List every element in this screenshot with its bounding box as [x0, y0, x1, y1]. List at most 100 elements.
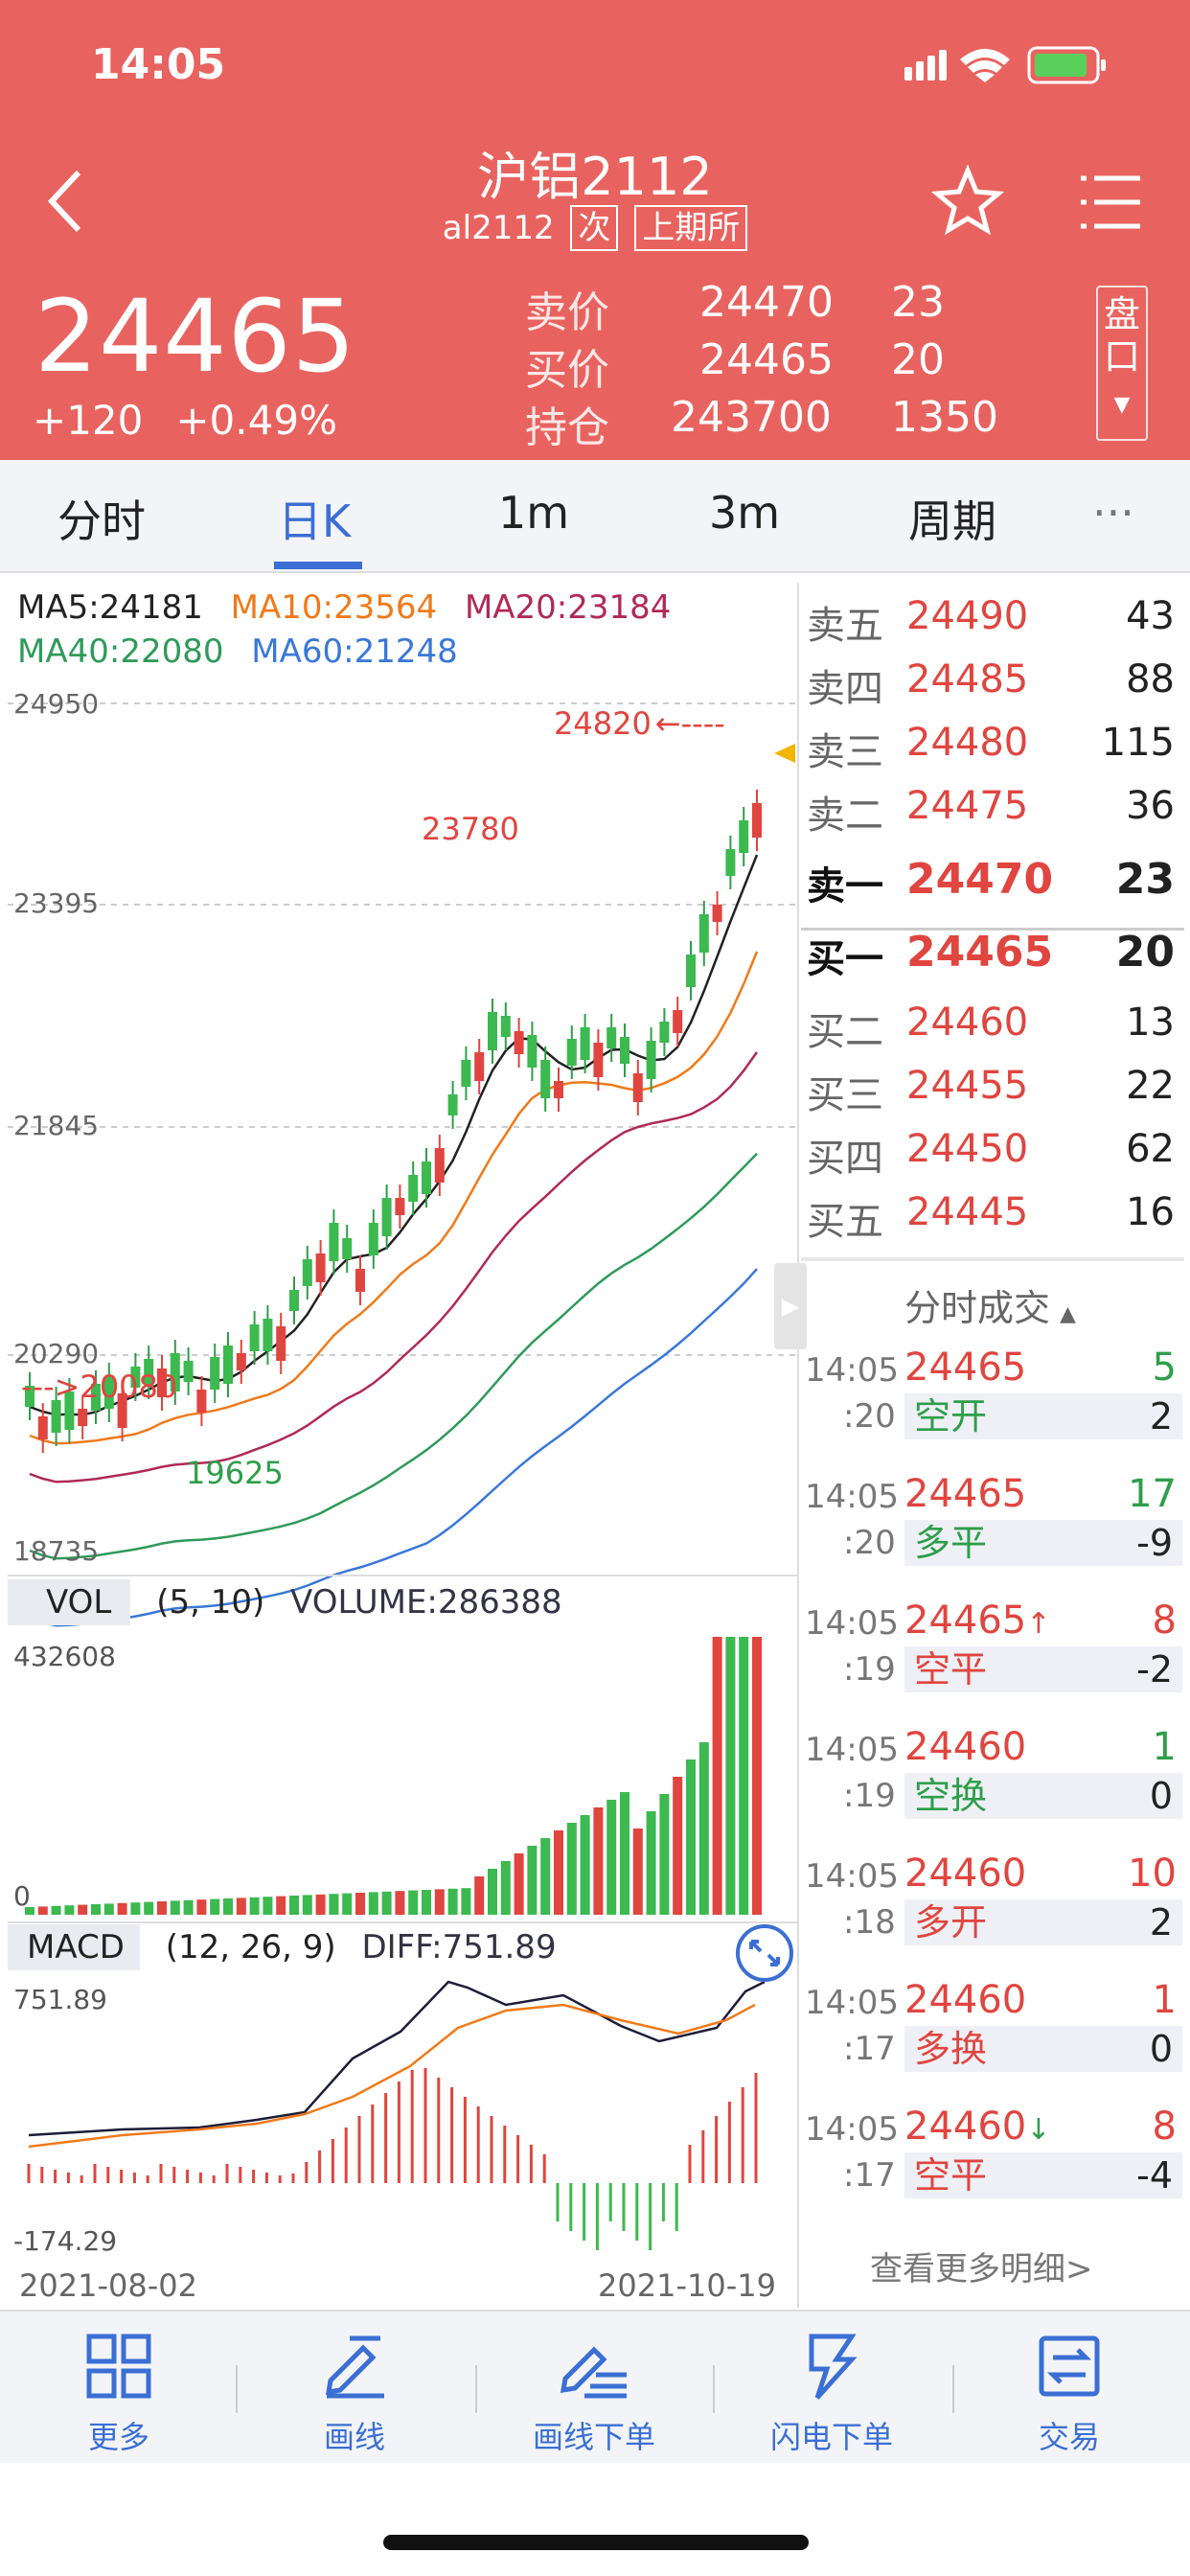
- order-book-row[interactable]: 卖一 24470 23: [801, 855, 1184, 918]
- tag-exchange: 上期所: [634, 205, 748, 251]
- volume-bar: [434, 1889, 445, 1915]
- kline-chart[interactable]: [8, 583, 799, 2308]
- ob-price: 24445: [906, 1190, 1029, 1234]
- order-book-row[interactable]: 卖四 24485 88: [801, 657, 1184, 721]
- oi-label: 持仓: [525, 403, 609, 452]
- candle: [130, 1367, 141, 1388]
- volume-bar: [580, 1815, 590, 1915]
- candle: [263, 1319, 273, 1351]
- triangle-up-icon: ▲: [1060, 1302, 1076, 1326]
- menu-icon[interactable]: [1079, 171, 1142, 234]
- tape-time-sec: :19: [843, 1650, 896, 1689]
- pen-order-icon: [560, 2346, 627, 2399]
- ma10-label: MA10:23564: [230, 588, 438, 627]
- nav-trade[interactable]: 交易: [993, 2333, 1146, 2457]
- tape-volume: 10: [1128, 1852, 1177, 1896]
- ob-level: 买二: [807, 1010, 883, 1054]
- vol-params: (5, 10): [156, 1583, 265, 1622]
- tape-price: 24460↓: [904, 2104, 1051, 2149]
- nav-separator: [952, 2365, 954, 2413]
- candle: [236, 1353, 246, 1370]
- bid-vol: 20: [891, 335, 945, 384]
- vol-indicator-select[interactable]: VOL: [8, 1579, 131, 1625]
- tape-time-sec: :17: [843, 2156, 896, 2195]
- tab-3m[interactable]: 3m: [709, 487, 781, 539]
- candle: [37, 1416, 48, 1439]
- nav-more[interactable]: 更多: [42, 2333, 195, 2457]
- ob-level: 买一: [807, 937, 883, 981]
- candle: [752, 803, 762, 838]
- contract-code: al2112: [442, 209, 555, 247]
- tape-title[interactable]: 分时成交 ▲: [904, 1278, 1076, 1331]
- volume-bar: [368, 1892, 378, 1915]
- candle: [25, 1386, 34, 1407]
- volume-bar: [103, 1903, 114, 1915]
- nav-trade-label: 交易: [1038, 2419, 1100, 2455]
- volume-bar: [37, 1906, 48, 1915]
- nav-draw-order[interactable]: 画线下单: [517, 2333, 671, 2457]
- candle: [157, 1368, 167, 1397]
- tape-price: 24465↑: [904, 1598, 1051, 1643]
- nav-separator: [475, 2365, 477, 2413]
- fullscreen-icon[interactable]: [734, 1922, 795, 1984]
- chart-area[interactable]: MA5:24181 MA10:23564 MA20:23184 MA40:220…: [8, 583, 807, 2308]
- vol-value: VOLUME:286388: [290, 1583, 562, 1622]
- volume-bar: [686, 1760, 696, 1915]
- ma60-label: MA60:21248: [251, 632, 458, 671]
- ob-price: 24450: [906, 1127, 1029, 1171]
- order-book-row[interactable]: 买四 24450 62: [801, 1127, 1184, 1190]
- period-tabs: 分时 日K 1m 3m 周期 ···: [0, 460, 1190, 573]
- more-detail-link[interactable]: 查看更多明细>: [870, 2250, 1093, 2288]
- ask-label: 卖价: [525, 288, 609, 337]
- volume-bar: [263, 1897, 273, 1915]
- volume-bar: [698, 1742, 709, 1915]
- candle: [422, 1162, 431, 1194]
- macd-line: [28, 2003, 756, 2149]
- candle: [447, 1094, 458, 1116]
- tape-time-sec: :19: [843, 1777, 896, 1815]
- nav-draw[interactable]: 画线: [278, 2333, 431, 2457]
- ob-mid-divider: [801, 928, 1184, 931]
- trade-icon: [1039, 2335, 1100, 2397]
- tab-intraday[interactable]: 分时: [57, 495, 146, 547]
- ob-volume: 13: [1126, 1000, 1175, 1045]
- volume-bar: [276, 1896, 286, 1915]
- tab-more[interactable]: ···: [1092, 487, 1134, 539]
- expand-handle[interactable]: ▶: [774, 1263, 807, 1349]
- star-icon[interactable]: [931, 165, 1004, 238]
- tape-type: 空平 -4: [904, 2152, 1182, 2198]
- tab-1m[interactable]: 1m: [498, 487, 570, 539]
- ask-vol: 23: [891, 278, 945, 327]
- ob-price: 24485: [906, 657, 1029, 702]
- macd-line: [28, 1980, 766, 2137]
- order-book-row[interactable]: 买一 24465 20: [801, 928, 1184, 991]
- back-icon[interactable]: [38, 163, 96, 240]
- order-book-row[interactable]: 买三 24455 22: [801, 1064, 1184, 1127]
- tab-period[interactable]: 周期: [908, 495, 996, 547]
- annotation-high: 23780: [422, 811, 519, 847]
- order-book-row[interactable]: 卖二 24475 36: [801, 784, 1184, 847]
- candle: [620, 1037, 629, 1064]
- contract-subtitle: al2112 次 上期所: [0, 205, 1190, 251]
- volume-bar: [447, 1888, 458, 1915]
- ma5-label: MA5:24181: [17, 588, 203, 627]
- tab-daily-k[interactable]: 日K: [278, 495, 352, 547]
- order-book-row[interactable]: 卖三 24480 115: [801, 721, 1184, 784]
- pankou-label: 盘口: [1103, 293, 1140, 378]
- order-book-row[interactable]: 卖五 24490 43: [801, 594, 1184, 657]
- change-abs: +120: [33, 397, 144, 444]
- axis-price-1: 24950: [13, 688, 100, 720]
- macd-indicator-select[interactable]: MACD: [8, 1924, 140, 1970]
- order-book-row[interactable]: 买二 24460 13: [801, 1000, 1184, 1064]
- tape-time: 14:05: [805, 1351, 899, 1390]
- annotation-low: 19625: [186, 1455, 284, 1491]
- current-high-value: 24820: [554, 705, 652, 742]
- order-book-row[interactable]: 买五 24445 16: [801, 1190, 1184, 1254]
- nav-flash-order[interactable]: 闪电下单: [755, 2333, 908, 2457]
- volume-bar: [25, 1907, 34, 1915]
- candle: [673, 1010, 683, 1033]
- pankou-button[interactable]: 盘口 ▼: [1096, 286, 1148, 441]
- axis-price-5: 18735: [13, 1535, 100, 1567]
- ob-price: 24455: [906, 1064, 1029, 1108]
- price-change: +120 +0.49%: [33, 397, 370, 444]
